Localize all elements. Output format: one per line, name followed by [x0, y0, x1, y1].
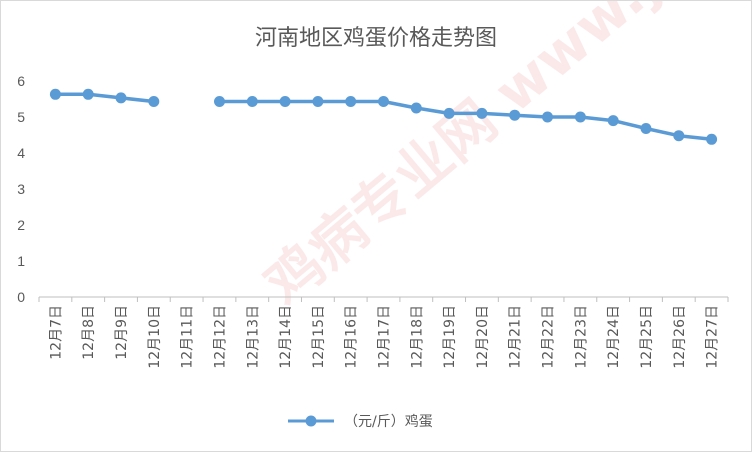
data-point: [148, 96, 160, 107]
data-point: [443, 107, 455, 119]
x-tick-label: 12月7日: [48, 305, 64, 360]
legend: （元/斤）鸡蛋: [288, 413, 433, 430]
x-tick-label: 12月27日: [705, 305, 721, 369]
y-tick-label: 4: [17, 145, 25, 161]
x-tick-label: 12月18日: [409, 305, 425, 369]
y-tick-label: 2: [17, 217, 25, 233]
x-tick-label: 12月13日: [245, 305, 261, 369]
x-tick-label: 12月14日: [278, 305, 294, 369]
x-tick-label: 12月24日: [606, 305, 622, 369]
x-axis: 12月7日 12月8日 12月9日 12月10日 12月11日 12月12日 12月13日 1…: [38, 296, 729, 369]
data-point: [82, 88, 94, 100]
x-tick-label: 12月25日: [639, 305, 655, 369]
x-tick-label: 12月10日: [147, 305, 163, 369]
series-line: [53, 92, 714, 142]
data-point: [312, 96, 324, 107]
x-tick-label: 12月17日: [377, 305, 393, 369]
legend-label: （元/斤）鸡蛋: [344, 413, 433, 430]
data-point: [214, 96, 225, 107]
data-point: [115, 92, 127, 104]
x-tick-label: 12月16日: [344, 305, 360, 369]
data-point: [410, 102, 422, 114]
y-tick-label: 3: [17, 181, 25, 197]
data-point: [640, 123, 652, 134]
y-tick-label: 6: [17, 73, 25, 89]
data-point: [706, 133, 718, 145]
y-tick-label: 5: [17, 109, 25, 125]
x-tick-label: 12月22日: [541, 305, 557, 369]
data-point: [542, 111, 553, 123]
x-tick-label: 12月8日: [81, 305, 97, 360]
series-layer: [49, 88, 718, 145]
data-point: [49, 88, 61, 100]
data-point: [476, 107, 488, 119]
x-tick-label: 12月9日: [114, 305, 130, 360]
data-point: [279, 96, 291, 107]
y-axis: 0 1 2 3 4 5 6: [17, 73, 25, 305]
x-tick-label: 12月11日: [180, 305, 196, 369]
data-point: [345, 96, 357, 107]
x-tick-label: 12月19日: [442, 305, 458, 369]
x-tick-label: 12月12日: [212, 305, 228, 369]
x-tick-label: 12月20日: [475, 305, 491, 369]
chart-title: 河南地区鸡蛋价格走势图: [255, 26, 497, 51]
x-tick-label: 12月15日: [311, 305, 327, 369]
data-point: [574, 111, 586, 123]
data-point: [509, 109, 521, 121]
legend-swatch-marker: [305, 415, 317, 427]
x-tick-label: 12月23日: [573, 305, 589, 369]
y-tick-label: 0: [17, 289, 25, 305]
x-tick-label: 12月21日: [508, 305, 524, 369]
data-point: [607, 115, 619, 127]
data-point: [246, 96, 258, 107]
data-point: [378, 96, 389, 107]
data-point: [673, 130, 685, 142]
x-tick-label: 12月26日: [672, 305, 688, 369]
y-tick-label: 1: [17, 253, 25, 269]
